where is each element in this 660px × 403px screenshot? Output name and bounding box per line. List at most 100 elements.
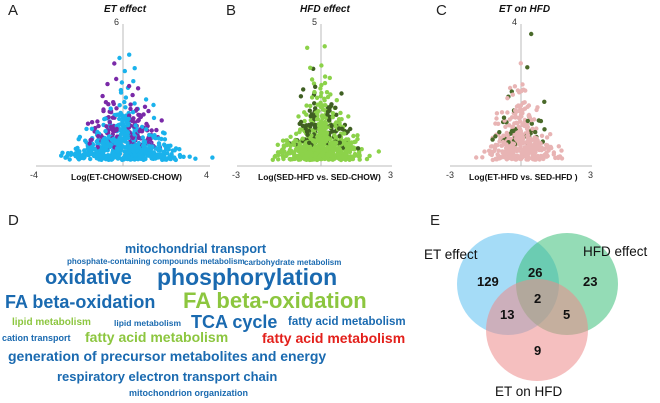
scatter-point: [510, 124, 516, 129]
scatter-point: [318, 136, 324, 141]
x-tick-right-c: 3: [588, 170, 594, 180]
scatter-point: [118, 127, 124, 132]
scatter-point: [308, 65, 313, 71]
word-lipid-metabolism-green: lipid metabolism: [12, 317, 91, 328]
scatter-point: [116, 122, 121, 128]
scatter-point: [536, 118, 541, 123]
scatter-point: [516, 115, 521, 121]
scatter-point: [120, 156, 125, 161]
scatter-point: [162, 142, 167, 147]
scatter-point: [318, 86, 323, 91]
scatter-point: [279, 147, 285, 153]
scatter-point: [121, 121, 126, 127]
scatter-point: [125, 130, 131, 135]
scatter-point: [154, 127, 159, 133]
scatter-point: [355, 133, 360, 138]
scatter-point: [114, 126, 120, 132]
scatter-point: [73, 151, 78, 156]
scatter-point: [126, 83, 132, 89]
scatter-point: [524, 157, 529, 162]
scatter-point: [528, 143, 533, 148]
scatter-point: [519, 149, 524, 155]
scatter-point: [308, 117, 313, 123]
scatter-point: [165, 151, 170, 156]
scatter-point: [514, 120, 519, 126]
scatter-point: [123, 136, 129, 142]
scatter-point: [321, 140, 327, 145]
scatter-point: [114, 106, 119, 111]
word-carbohydrate-metabolism: carbohydrate metabolism: [244, 258, 342, 267]
scatter-point: [300, 152, 305, 157]
scatter-point: [159, 136, 164, 142]
venn-count-hfd-only: 23: [583, 274, 598, 289]
scatter-point: [542, 127, 547, 132]
scatter-point: [525, 132, 531, 138]
scatter-point: [507, 145, 513, 151]
word-fatty-acid-metabolism-green: fatty acid metabolism: [85, 329, 229, 345]
scatter-point: [531, 156, 536, 161]
scatter-point: [510, 149, 516, 155]
scatter-point: [149, 144, 154, 149]
scatter-point: [112, 61, 117, 66]
scatter-point: [89, 126, 95, 131]
scatter-point: [123, 113, 129, 118]
venn-label-hfd-effect: HFD effect: [583, 244, 648, 259]
scatter-point: [496, 148, 501, 153]
y-max-tick-c: 4: [512, 17, 518, 27]
scatter-point: [514, 137, 519, 142]
scatter-point: [339, 91, 344, 96]
scatter-point: [314, 117, 320, 122]
scatter-point: [504, 130, 509, 136]
scatter-point: [128, 106, 133, 112]
scatter-point: [495, 143, 500, 148]
scatter-point: [331, 154, 337, 159]
scatter-point: [348, 156, 353, 162]
scatter-point: [505, 96, 510, 101]
scatter-point: [140, 135, 145, 140]
scatter-point: [513, 146, 518, 151]
word-mitochondrial-transport: mitochondrial transport: [125, 242, 266, 256]
scatter-point: [118, 141, 123, 146]
scatter-point: [474, 155, 479, 160]
scatter-point: [95, 119, 100, 124]
scatter-point: [518, 109, 523, 114]
scatter-point: [67, 157, 72, 162]
scatter-point: [493, 134, 498, 139]
volcano-plot-a: [36, 24, 215, 167]
scatter-point: [501, 139, 506, 145]
scatter-point: [338, 110, 343, 116]
scatter-point: [128, 102, 133, 107]
word-mitochondrion-organization: mitochondrion organization: [129, 388, 248, 398]
scatter-point: [108, 124, 114, 129]
scatter-point: [304, 103, 309, 108]
scatter-point: [123, 105, 128, 110]
scatter-point: [320, 150, 325, 156]
scatter-point: [313, 106, 318, 111]
scatter-point: [322, 74, 328, 79]
scatter-point: [104, 124, 109, 129]
scatter-point: [156, 147, 161, 153]
scatter-point: [494, 116, 499, 121]
scatter-point: [83, 138, 88, 143]
scatter-point: [85, 121, 91, 126]
scatter-point: [272, 154, 277, 159]
scatter-point: [327, 75, 332, 81]
scatter-point: [330, 111, 336, 116]
venn-label-et-effect: ET effect: [424, 247, 478, 262]
scatter-point: [319, 82, 324, 88]
x-tick-left-a: -4: [30, 170, 39, 180]
scatter-point: [135, 86, 141, 91]
scatter-point: [515, 88, 521, 93]
scatter-point: [101, 149, 106, 154]
scatter-point: [297, 141, 302, 147]
x-axis-label-c: Log(ET-HFD vs. SED-HFD ): [469, 172, 578, 182]
scatter-point: [103, 100, 109, 105]
scatter-point: [139, 129, 144, 134]
scatter-point: [304, 112, 309, 117]
scatter-point: [280, 138, 286, 143]
scatter-point: [131, 79, 136, 84]
scatter-point: [162, 137, 168, 142]
scatter-point: [146, 151, 152, 157]
scatter-point: [281, 155, 286, 160]
scatter-point: [193, 156, 198, 161]
